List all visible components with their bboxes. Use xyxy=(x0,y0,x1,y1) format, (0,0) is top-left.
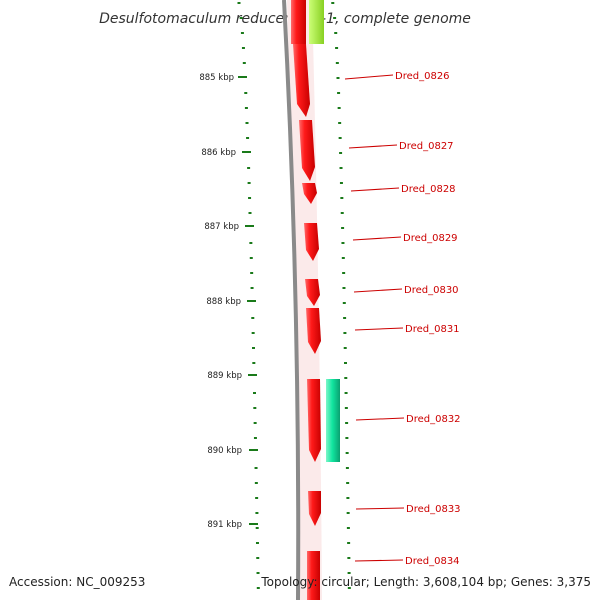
feature-bar[interactable] xyxy=(326,379,340,462)
gene-arrow[interactable] xyxy=(307,379,321,462)
topology-text: Topology: circular; Length: 3,608,104 bp… xyxy=(260,575,591,589)
highlight-feature xyxy=(309,0,324,44)
gene-arrow[interactable] xyxy=(293,44,310,117)
scale-label: 888 kbp xyxy=(206,297,256,307)
scale-label: 885 kbp xyxy=(199,73,247,83)
gene-arrow[interactable] xyxy=(307,551,320,600)
scale-label: 891 kbp xyxy=(207,520,258,530)
gene-label[interactable]: Dred_0834 xyxy=(405,556,460,567)
top-gene-fragment xyxy=(291,0,306,44)
gene-label[interactable]: Dred_0833 xyxy=(406,504,461,515)
gene-arrow[interactable] xyxy=(302,183,317,204)
genome-backbone-line xyxy=(282,0,301,600)
gene-label[interactable]: Dred_0827 xyxy=(399,141,454,152)
inner-scale-ticks xyxy=(331,2,351,589)
gene-arrow[interactable] xyxy=(306,308,321,354)
svg-text:886 kbp: 886 kbp xyxy=(201,148,236,158)
svg-text:890 kbp: 890 kbp xyxy=(207,446,242,456)
gene-label[interactable]: Dred_0828 xyxy=(401,184,456,195)
gene-label[interactable]: Dred_0829 xyxy=(403,233,458,244)
svg-text:887 kbp: 887 kbp xyxy=(204,222,239,232)
gene-label[interactable]: Dred_0826 xyxy=(395,71,450,82)
svg-text:888 kbp: 888 kbp xyxy=(206,297,241,307)
svg-text:889 kbp: 889 kbp xyxy=(207,371,242,381)
scale-label: 889 kbp xyxy=(207,371,257,381)
scale-label: 890 kbp xyxy=(207,446,258,456)
scale-label: 886 kbp xyxy=(201,148,251,158)
gene-arrow[interactable] xyxy=(305,279,320,306)
gene-arrow[interactable] xyxy=(308,491,321,526)
gene-arrow[interactable] xyxy=(304,223,319,261)
svg-text:885 kbp: 885 kbp xyxy=(199,73,234,83)
svg-text:891 kbp: 891 kbp xyxy=(207,520,242,530)
gene-arrow[interactable] xyxy=(299,120,315,181)
gene-label[interactable]: Dred_0831 xyxy=(405,324,460,335)
scale-label: 887 kbp xyxy=(204,222,254,232)
gene-connector-lines xyxy=(344,74,405,562)
accession-text: Accession: NC_009253 xyxy=(9,575,145,589)
outer-scale-ticks xyxy=(237,2,260,589)
gene-label[interactable]: Dred_0832 xyxy=(406,414,461,425)
gene-label[interactable]: Dred_0830 xyxy=(404,285,459,296)
